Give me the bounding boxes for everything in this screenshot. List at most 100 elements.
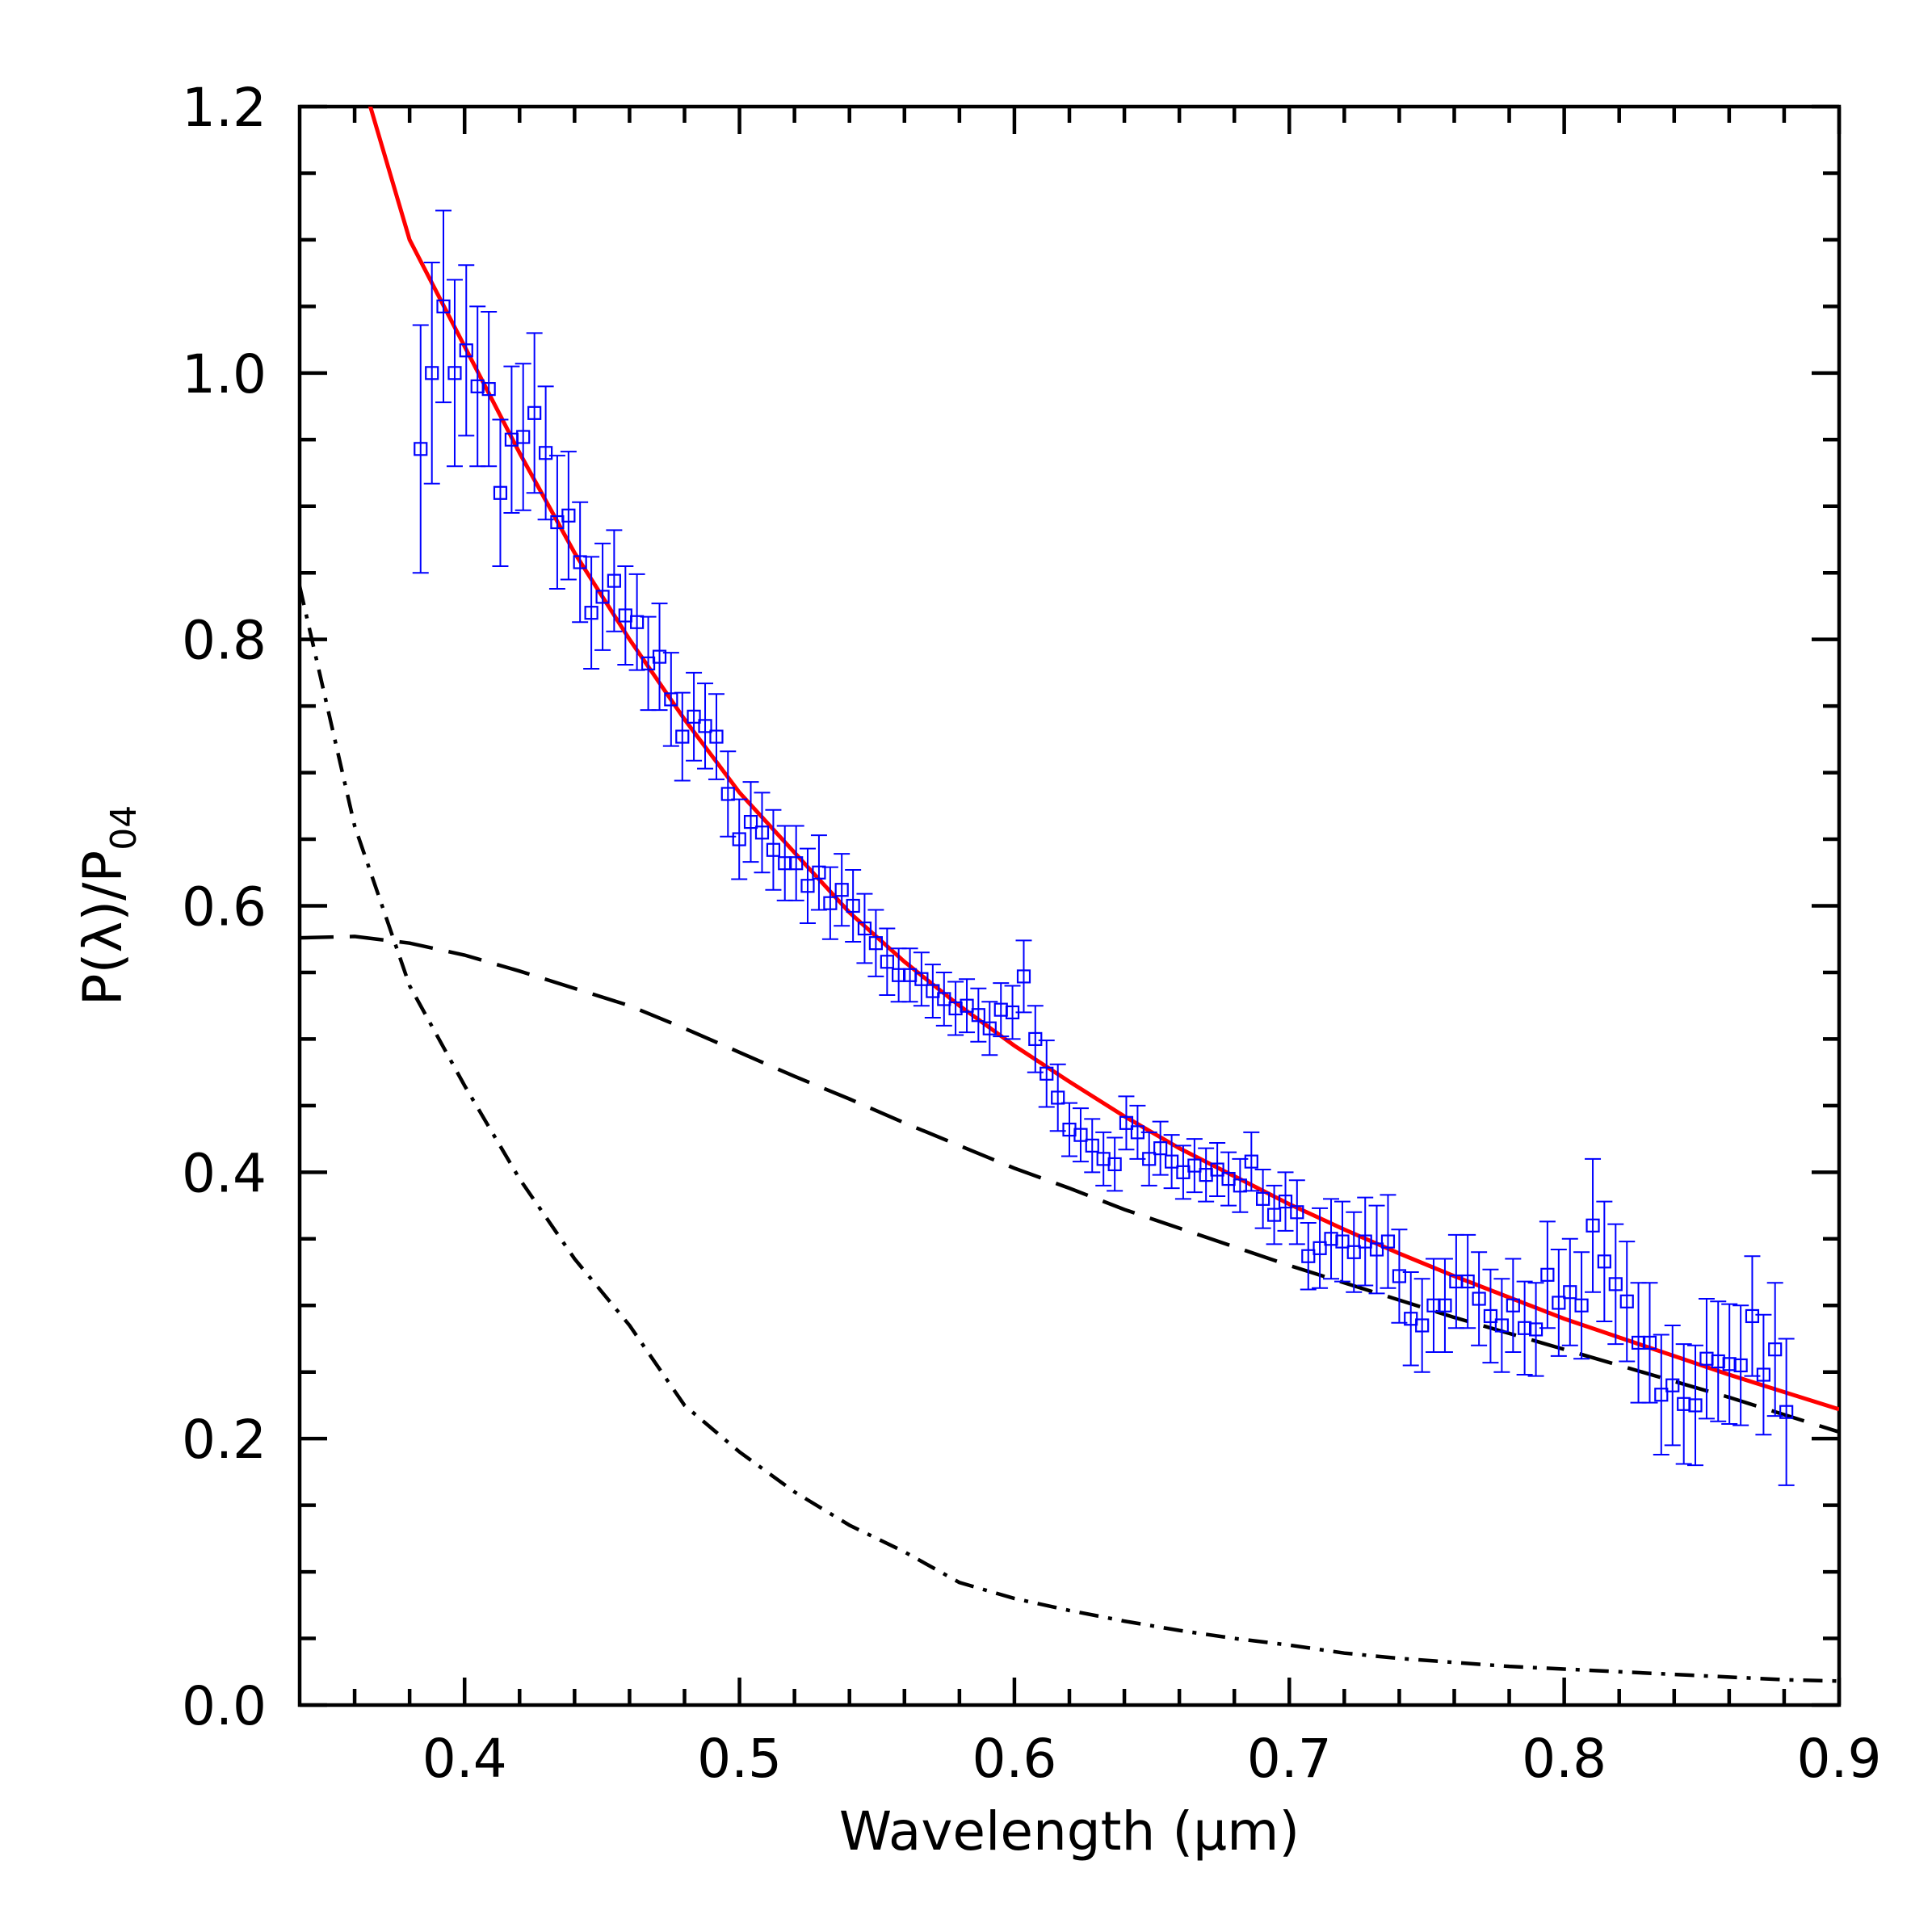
data-point xyxy=(1483,1308,1498,1324)
data-point xyxy=(1528,1322,1544,1337)
error-bar xyxy=(821,866,838,940)
error-bar xyxy=(1413,1278,1430,1373)
data-point xyxy=(960,998,974,1013)
data-point xyxy=(1472,1292,1486,1306)
data-point xyxy=(1256,1191,1270,1206)
data-point xyxy=(1415,1318,1430,1333)
data-point xyxy=(595,590,610,604)
y-tick-label: 0.0 xyxy=(182,1675,267,1737)
error-bar xyxy=(651,603,668,712)
data-point xyxy=(652,649,667,664)
data-point xyxy=(1597,1254,1611,1269)
x-tick-label: 0.7 xyxy=(1247,1728,1332,1790)
data-point xyxy=(675,729,690,744)
error-bar xyxy=(959,978,976,1034)
data-point xyxy=(1608,1277,1623,1292)
error-bar xyxy=(1152,1120,1169,1176)
data-point xyxy=(584,606,598,620)
data-point xyxy=(1438,1298,1452,1312)
y-axis-label-main: P(λ)/P xyxy=(72,850,134,1006)
error-bar xyxy=(1368,1204,1385,1295)
data-point xyxy=(1733,1358,1748,1373)
data-point xyxy=(1153,1141,1168,1156)
error-bar xyxy=(1471,1251,1488,1346)
data-point xyxy=(527,405,542,420)
curve xyxy=(300,934,1839,1434)
error-bar xyxy=(1573,1251,1590,1360)
error-bar xyxy=(1505,1258,1522,1353)
data-point xyxy=(846,898,860,914)
error-bar xyxy=(1288,1179,1305,1245)
data-point xyxy=(630,615,645,629)
data-point xyxy=(1586,1218,1600,1233)
error-bar xyxy=(583,556,600,670)
data-point xyxy=(1642,1335,1657,1350)
error-bar xyxy=(1323,1198,1340,1280)
data-point xyxy=(926,984,940,998)
error-bar xyxy=(1186,1138,1203,1194)
data-point xyxy=(414,442,428,456)
data-point xyxy=(937,992,951,1006)
data-point xyxy=(1312,1241,1327,1255)
error-bar xyxy=(435,209,452,404)
error-bar xyxy=(514,363,531,511)
data-point xyxy=(1016,969,1031,984)
error-bar xyxy=(708,693,724,780)
error-bar xyxy=(1243,1131,1260,1192)
x-tick-label: 0.4 xyxy=(422,1728,507,1790)
data-point xyxy=(1768,1342,1783,1357)
error-bar xyxy=(1072,1107,1089,1163)
error-bar xyxy=(1209,1142,1226,1198)
error-bar xyxy=(1402,1271,1419,1367)
data-point xyxy=(493,485,508,500)
error-bar xyxy=(606,529,623,632)
error-bar xyxy=(1675,1343,1692,1465)
error-bar xyxy=(856,892,873,964)
error-bar xyxy=(1539,1220,1556,1329)
x-tick-label: 0.5 xyxy=(697,1728,782,1790)
data-point xyxy=(1358,1234,1372,1249)
error-bar xyxy=(1095,1131,1112,1186)
data-point xyxy=(1266,1208,1282,1222)
error-bar xyxy=(1118,1095,1135,1151)
error-bar xyxy=(901,947,918,1003)
error-bar xyxy=(1698,1298,1715,1420)
x-tick-label: 0.8 xyxy=(1522,1728,1606,1790)
data-point xyxy=(1654,1388,1669,1402)
error-bar xyxy=(1460,1233,1476,1329)
error-bar xyxy=(697,682,714,770)
data-point xyxy=(800,879,815,893)
error-bar xyxy=(913,951,930,1007)
data-point xyxy=(868,936,883,951)
data-point xyxy=(1187,1158,1202,1173)
data-point xyxy=(1278,1195,1293,1209)
error-bar xyxy=(947,981,964,1036)
error-bar xyxy=(1277,1171,1294,1232)
error-bar xyxy=(503,365,520,514)
y-tick-label: 0.8 xyxy=(182,610,267,672)
data-point xyxy=(982,1021,997,1035)
data-point xyxy=(720,787,735,801)
data-point xyxy=(687,709,701,724)
error-bar xyxy=(1641,1282,1658,1404)
data-point xyxy=(1142,1152,1157,1166)
error-bar xyxy=(1710,1300,1727,1422)
error-bar xyxy=(1300,1222,1317,1291)
error-bar xyxy=(935,971,952,1027)
data-point xyxy=(812,865,826,880)
data-point xyxy=(1540,1267,1555,1282)
data-point xyxy=(1745,1308,1760,1324)
data-point xyxy=(1756,1367,1771,1382)
data-point xyxy=(573,555,587,569)
error-bar xyxy=(924,964,941,1019)
error-bar xyxy=(1254,1169,1271,1229)
error-bar xyxy=(867,909,884,977)
data-point xyxy=(1165,1154,1179,1169)
error-bar xyxy=(731,798,748,880)
error-bar xyxy=(1198,1147,1215,1203)
y-tick-label: 0.6 xyxy=(182,876,267,939)
data-point xyxy=(539,446,553,460)
error-bar xyxy=(1721,1303,1738,1426)
data-point xyxy=(664,692,678,707)
